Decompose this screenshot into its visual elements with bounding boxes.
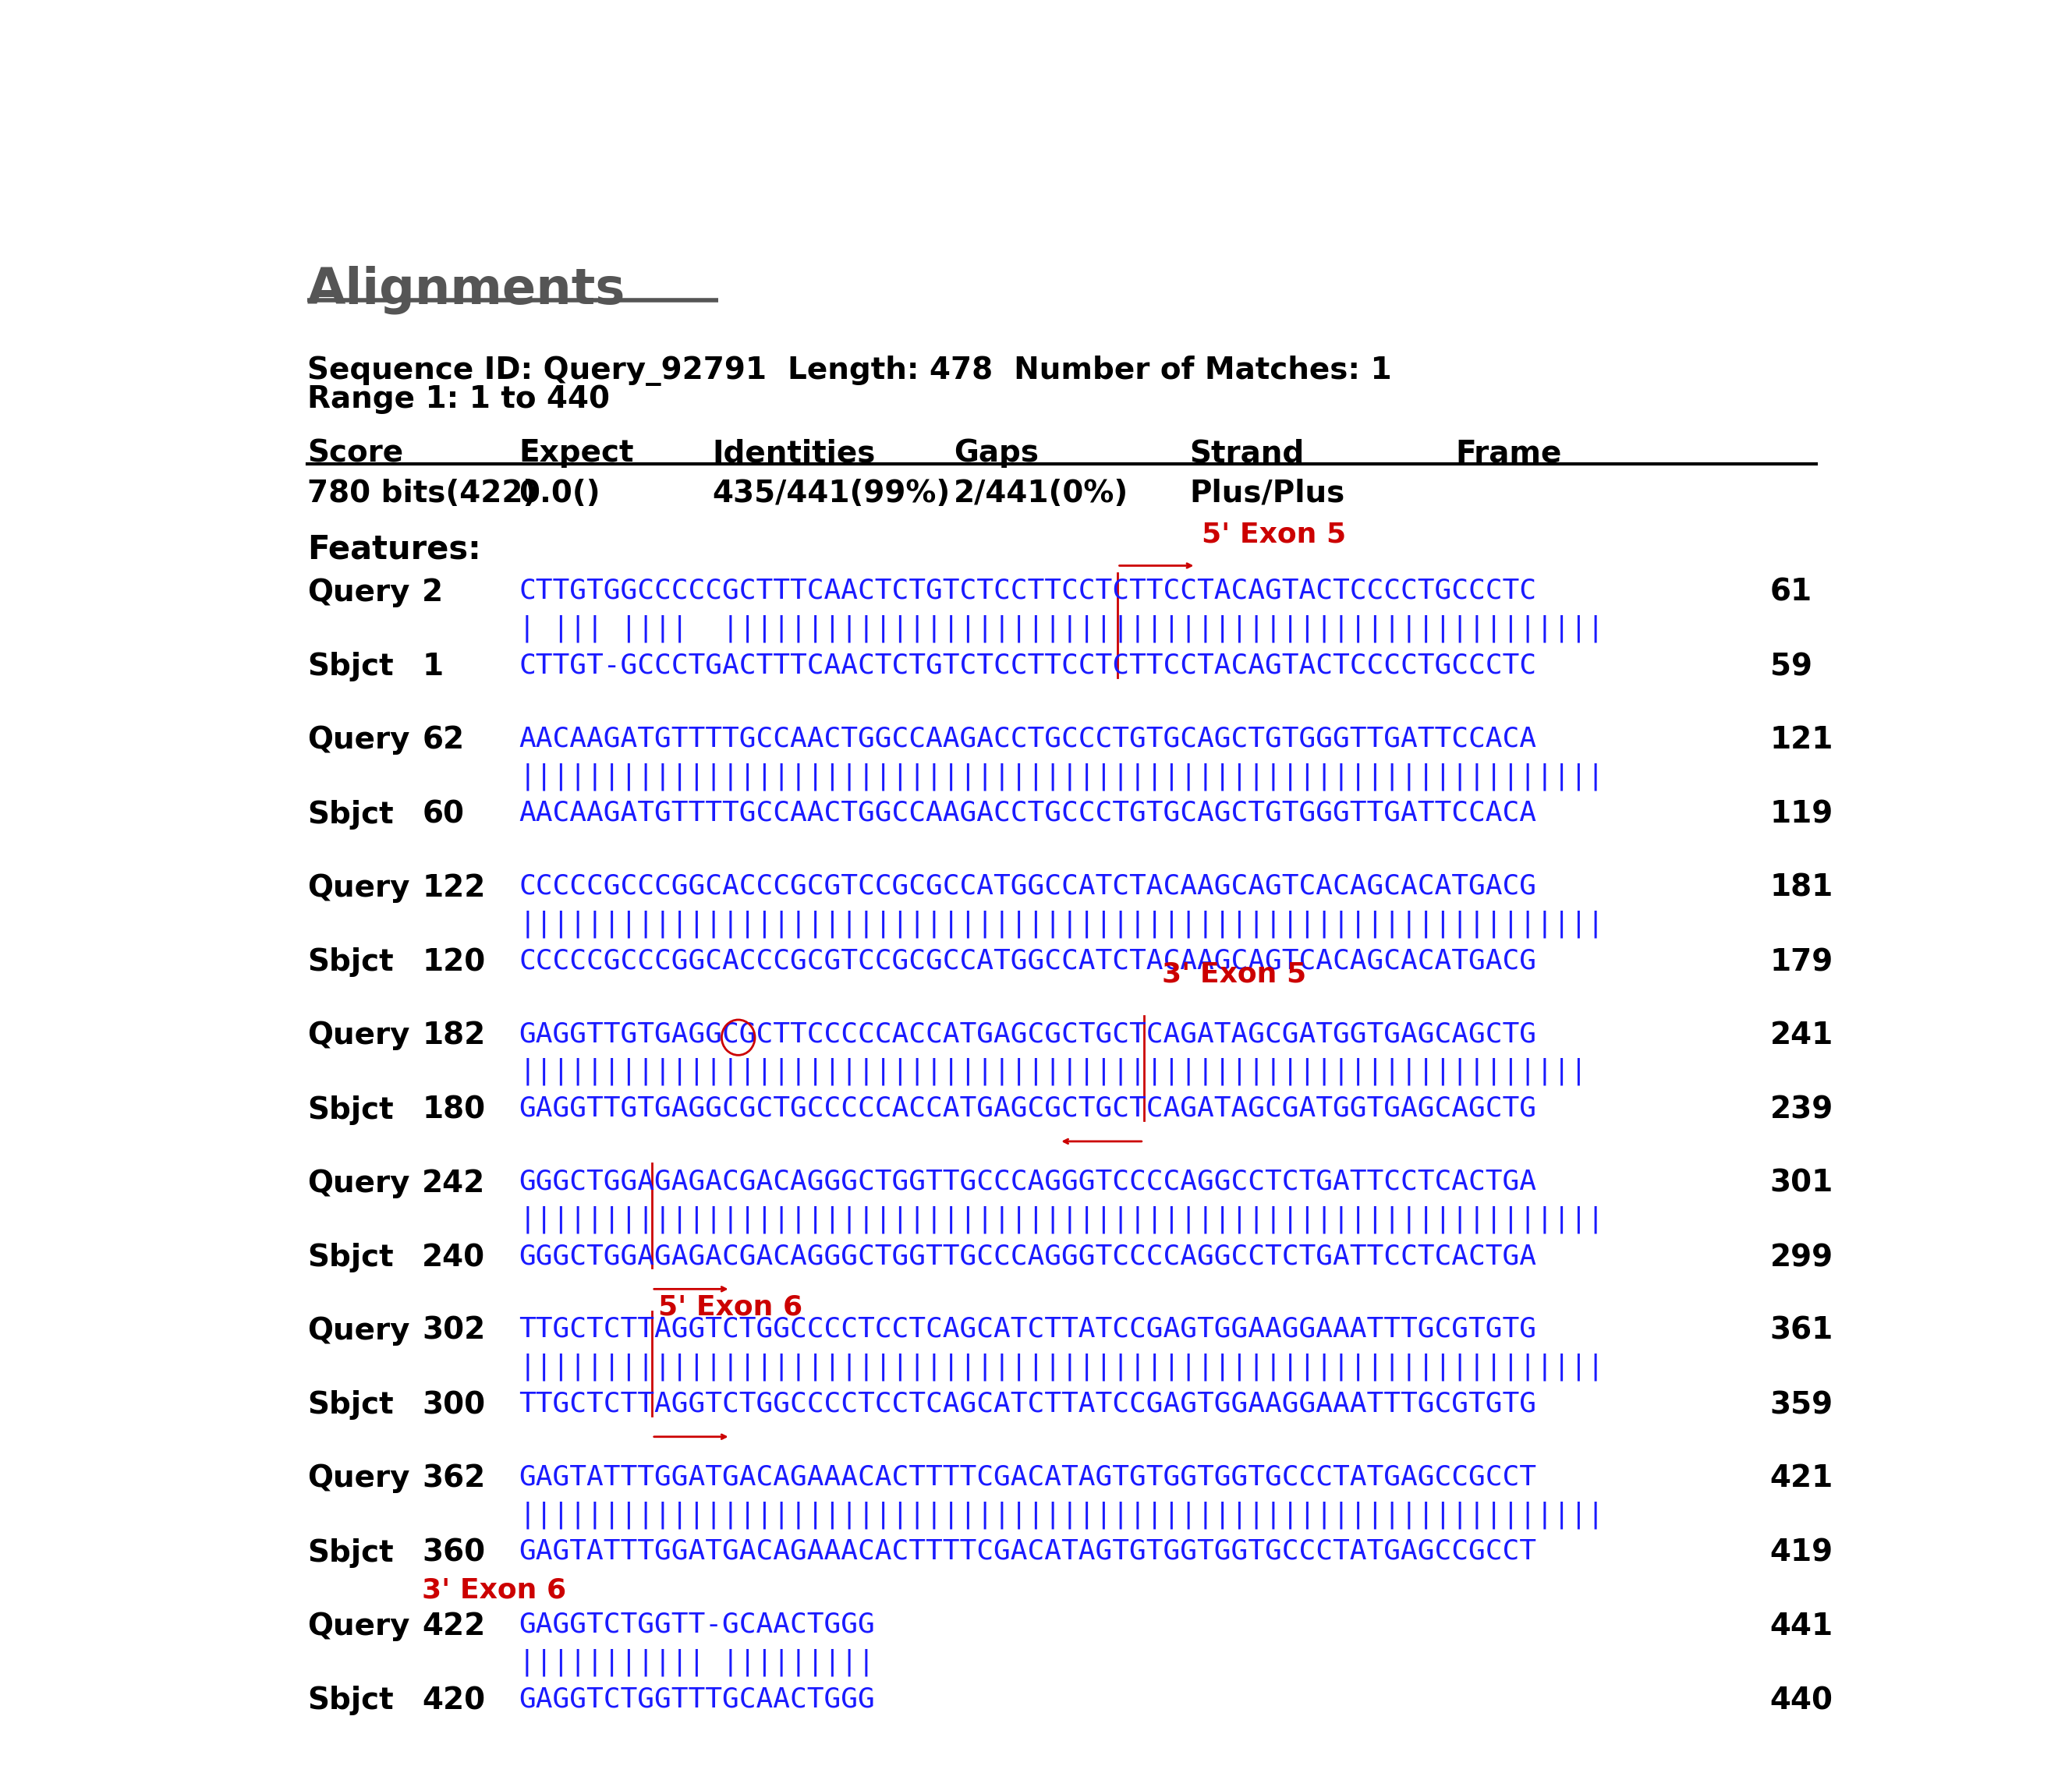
Text: 0.0(): 0.0() [518, 479, 601, 508]
Text: 5' Exon 5: 5' Exon 5 [1202, 522, 1347, 547]
Text: 179: 179 [1769, 947, 1834, 977]
Text: 121: 121 [1769, 726, 1834, 754]
Text: 182: 182 [423, 1020, 485, 1051]
Text: AACAAGATGTTTTGCCAACTGGCCAAGACCTGCCCTGTGCAGCTGTGGGTTGATTCCACA: AACAAGATGTTTTGCCAACTGGCCAAGACCTGCCCTGTGC… [518, 726, 1537, 752]
Text: 419: 419 [1769, 1539, 1834, 1567]
Text: TTGCTCTTAGGTCTGGCCCCTCCTCAGCATCTTATCCGAGTGGAAGGAAATTTGCGTGTG: TTGCTCTTAGGTCTGGCCCCTCCTCAGCATCTTATCCGAG… [518, 1315, 1537, 1342]
Text: 1: 1 [423, 652, 443, 681]
Text: GAGGTTGTGAGGCGCTGCCCCCACCATGAGCGCTGCTCAGATAGCGATGGTGAGCAGCTG: GAGGTTGTGAGGCGCTGCCCCCACCATGAGCGCTGCTCAG… [518, 1095, 1537, 1122]
Text: 122: 122 [423, 874, 485, 902]
Text: GAGGTCTGGTT-GCAACTGGG: GAGGTCTGGTT-GCAACTGGG [518, 1612, 874, 1639]
Text: ||||||||||||||||||||||||||||||||||||||||||||||||||||||||||||||||: ||||||||||||||||||||||||||||||||||||||||… [518, 910, 1604, 938]
Text: AACAAGATGTTTTGCCAACTGGCCAAGACCTGCCCTGTGCAGCTGTGGGTTGATTCCACA: AACAAGATGTTTTGCCAACTGGCCAAGACCTGCCCTGTGC… [518, 801, 1537, 826]
Text: | ||| ||||  ||||||||||||||||||||||||||||||||||||||||||||||||||||: | ||| |||| |||||||||||||||||||||||||||||… [518, 615, 1604, 643]
Text: 240: 240 [423, 1242, 485, 1272]
Text: Query: Query [307, 1169, 410, 1197]
Text: ||||||||||||||||||||||||||||||||||||||||||||||||||||||||||||||||: ||||||||||||||||||||||||||||||||||||||||… [518, 763, 1604, 790]
Text: 300: 300 [423, 1390, 485, 1421]
Text: CTTGT-GCCCTGACTTTCAACTCTGTCTCCTTCCTCTTCCTACAGTACTCCCCTGCCCTC: CTTGT-GCCCTGACTTTCAACTCTGTCTCCTTCCTCTTCC… [518, 652, 1537, 679]
Text: Range 1: 1 to 440: Range 1: 1 to 440 [307, 384, 609, 415]
Text: 420: 420 [423, 1685, 485, 1716]
Text: 422: 422 [423, 1612, 485, 1640]
Text: Score: Score [307, 438, 404, 468]
Text: Sbjct: Sbjct [307, 1095, 394, 1124]
Text: Query: Query [307, 874, 410, 902]
Text: Query: Query [307, 1612, 410, 1640]
Text: TTGCTCTTAGGTCTGGCCCCTCCTCAGCATCTTATCCGAGTGGAAGGAAATTTGCGTGTG: TTGCTCTTAGGTCTGGCCCCTCCTCAGCATCTTATCCGAG… [518, 1390, 1537, 1417]
Text: 61: 61 [1769, 577, 1813, 608]
Text: 5' Exon 6: 5' Exon 6 [659, 1294, 802, 1321]
Text: CTTGTGGCCCCCGCTTTCAACTCTGTCTCCTTCCTCTTCCTACAGTACTCCCCTGCCCTC: CTTGTGGCCCCCGCTTTCAACTCTGTCTCCTTCCTCTTCC… [518, 577, 1537, 604]
Text: Sbjct: Sbjct [307, 801, 394, 829]
Text: Sbjct: Sbjct [307, 652, 394, 681]
Text: Query: Query [307, 726, 410, 754]
Text: GAGTATTTGGATGACAGAAACACTTTTCGACATAGTGTGGTGGTGCCCTATGAGCCGCCT: GAGTATTTGGATGACAGAAACACTTTTCGACATAGTGTGG… [518, 1464, 1537, 1490]
Text: Sbjct: Sbjct [307, 947, 394, 977]
Text: 441: 441 [1769, 1612, 1834, 1640]
Text: Query: Query [307, 577, 410, 608]
Text: 435/441(99%): 435/441(99%) [713, 479, 951, 508]
Text: 239: 239 [1769, 1095, 1834, 1124]
Text: 60: 60 [423, 801, 464, 829]
Text: Strand: Strand [1189, 438, 1305, 468]
Text: 362: 362 [423, 1464, 485, 1494]
Text: 361: 361 [1769, 1315, 1834, 1346]
Text: 3' Exon 6: 3' Exon 6 [423, 1578, 566, 1603]
Text: ||||||||||||||||||||||||||||||||||||||||||||||||||||||||||||||||: ||||||||||||||||||||||||||||||||||||||||… [518, 1501, 1604, 1528]
Text: Plus/Plus: Plus/Plus [1189, 479, 1345, 508]
Text: Alignments: Alignments [307, 266, 626, 315]
Text: CCCCCGCCCGGCACCCGCGTCCGCGCCATGGCCATCTACAAGCAGTCACAGCACATGACG: CCCCCGCCCGGCACCCGCGTCCGCGCCATGGCCATCTACA… [518, 874, 1537, 899]
Text: Frame: Frame [1457, 438, 1562, 468]
Text: 780 bits(422): 780 bits(422) [307, 479, 537, 508]
Text: Sbjct: Sbjct [307, 1685, 394, 1716]
Text: GAGTATTTGGATGACAGAAACACTTTTCGACATAGTGTGGTGGTGCCCTATGAGCCGCCT: GAGTATTTGGATGACAGAAACACTTTTCGACATAGTGTGG… [518, 1539, 1537, 1565]
Text: Features:: Features: [307, 533, 481, 565]
Text: 2: 2 [423, 577, 443, 608]
Text: Sbjct: Sbjct [307, 1539, 394, 1567]
Text: 301: 301 [1769, 1169, 1834, 1197]
Text: Gaps: Gaps [953, 438, 1038, 468]
Text: 119: 119 [1769, 801, 1834, 829]
Text: Query: Query [307, 1020, 410, 1051]
Text: 241: 241 [1769, 1020, 1834, 1051]
Text: GAGGTCTGGTTTGCAACTGGG: GAGGTCTGGTTTGCAACTGGG [518, 1685, 874, 1712]
Text: GGGCTGGAGAGACGACAGGGCTGGTTGCCCAGGGTCCCCAGGCCTCTGATTCCTCACTGA: GGGCTGGAGAGACGACAGGGCTGGTTGCCCAGGGTCCCCA… [518, 1242, 1537, 1269]
Text: Query: Query [307, 1464, 410, 1494]
Text: 440: 440 [1769, 1685, 1834, 1716]
Text: ||||||||||||||||||||||||||||||||||||||||||||||||||||||||||||||||: ||||||||||||||||||||||||||||||||||||||||… [518, 1353, 1604, 1381]
Text: Sbjct: Sbjct [307, 1390, 394, 1421]
Text: CCCCCGCCCGGCACCCGCGTCCGCGCCATGGCCATCTACAAGCAGTCACAGCACATGACG: CCCCCGCCCGGCACCCGCGTCCGCGCCATGGCCATCTACA… [518, 947, 1537, 974]
Text: 299: 299 [1769, 1242, 1834, 1272]
Text: Sequence ID: Query_92791  Length: 478  Number of Matches: 1: Sequence ID: Query_92791 Length: 478 Num… [307, 356, 1392, 386]
Text: 302: 302 [423, 1315, 485, 1346]
Text: GAGGTTGTGAGGCGCTTCCCCCACCATGAGCGCTGCTCAGATAGCGATGGTGAGCAGCTG: GAGGTTGTGAGGCGCTTCCCCCACCATGAGCGCTGCTCAG… [518, 1020, 1537, 1047]
Text: 421: 421 [1769, 1464, 1834, 1494]
Text: 120: 120 [423, 947, 485, 977]
Text: 59: 59 [1769, 652, 1813, 681]
Text: Identities: Identities [713, 438, 876, 468]
Text: Query: Query [307, 1315, 410, 1346]
Text: Expect: Expect [518, 438, 634, 468]
Text: 62: 62 [423, 726, 464, 754]
Text: 359: 359 [1769, 1390, 1834, 1421]
Text: Sbjct: Sbjct [307, 1242, 394, 1272]
Text: 3' Exon 5: 3' Exon 5 [1162, 961, 1305, 988]
Text: GGGCTGGAGAGACGACAGGGCTGGTTGCCCAGGGTCCCCAGGCCTCTGATTCCTCACTGA: GGGCTGGAGAGACGACAGGGCTGGTTGCCCAGGGTCCCCA… [518, 1169, 1537, 1196]
Text: 242: 242 [423, 1169, 485, 1197]
Text: 2/441(0%): 2/441(0%) [953, 479, 1129, 508]
Text: ||||||||||| |||||||||: ||||||||||| ||||||||| [518, 1649, 874, 1676]
Text: |||||||||||||||||||||||||||||||||||||||||||||||||||||||||||||||: ||||||||||||||||||||||||||||||||||||||||… [518, 1058, 1587, 1086]
Text: 181: 181 [1769, 874, 1834, 902]
Text: 360: 360 [423, 1539, 485, 1567]
Text: 180: 180 [423, 1095, 485, 1124]
Text: ||||||||||||||||||||||||||||||||||||||||||||||||||||||||||||||||: ||||||||||||||||||||||||||||||||||||||||… [518, 1206, 1604, 1233]
